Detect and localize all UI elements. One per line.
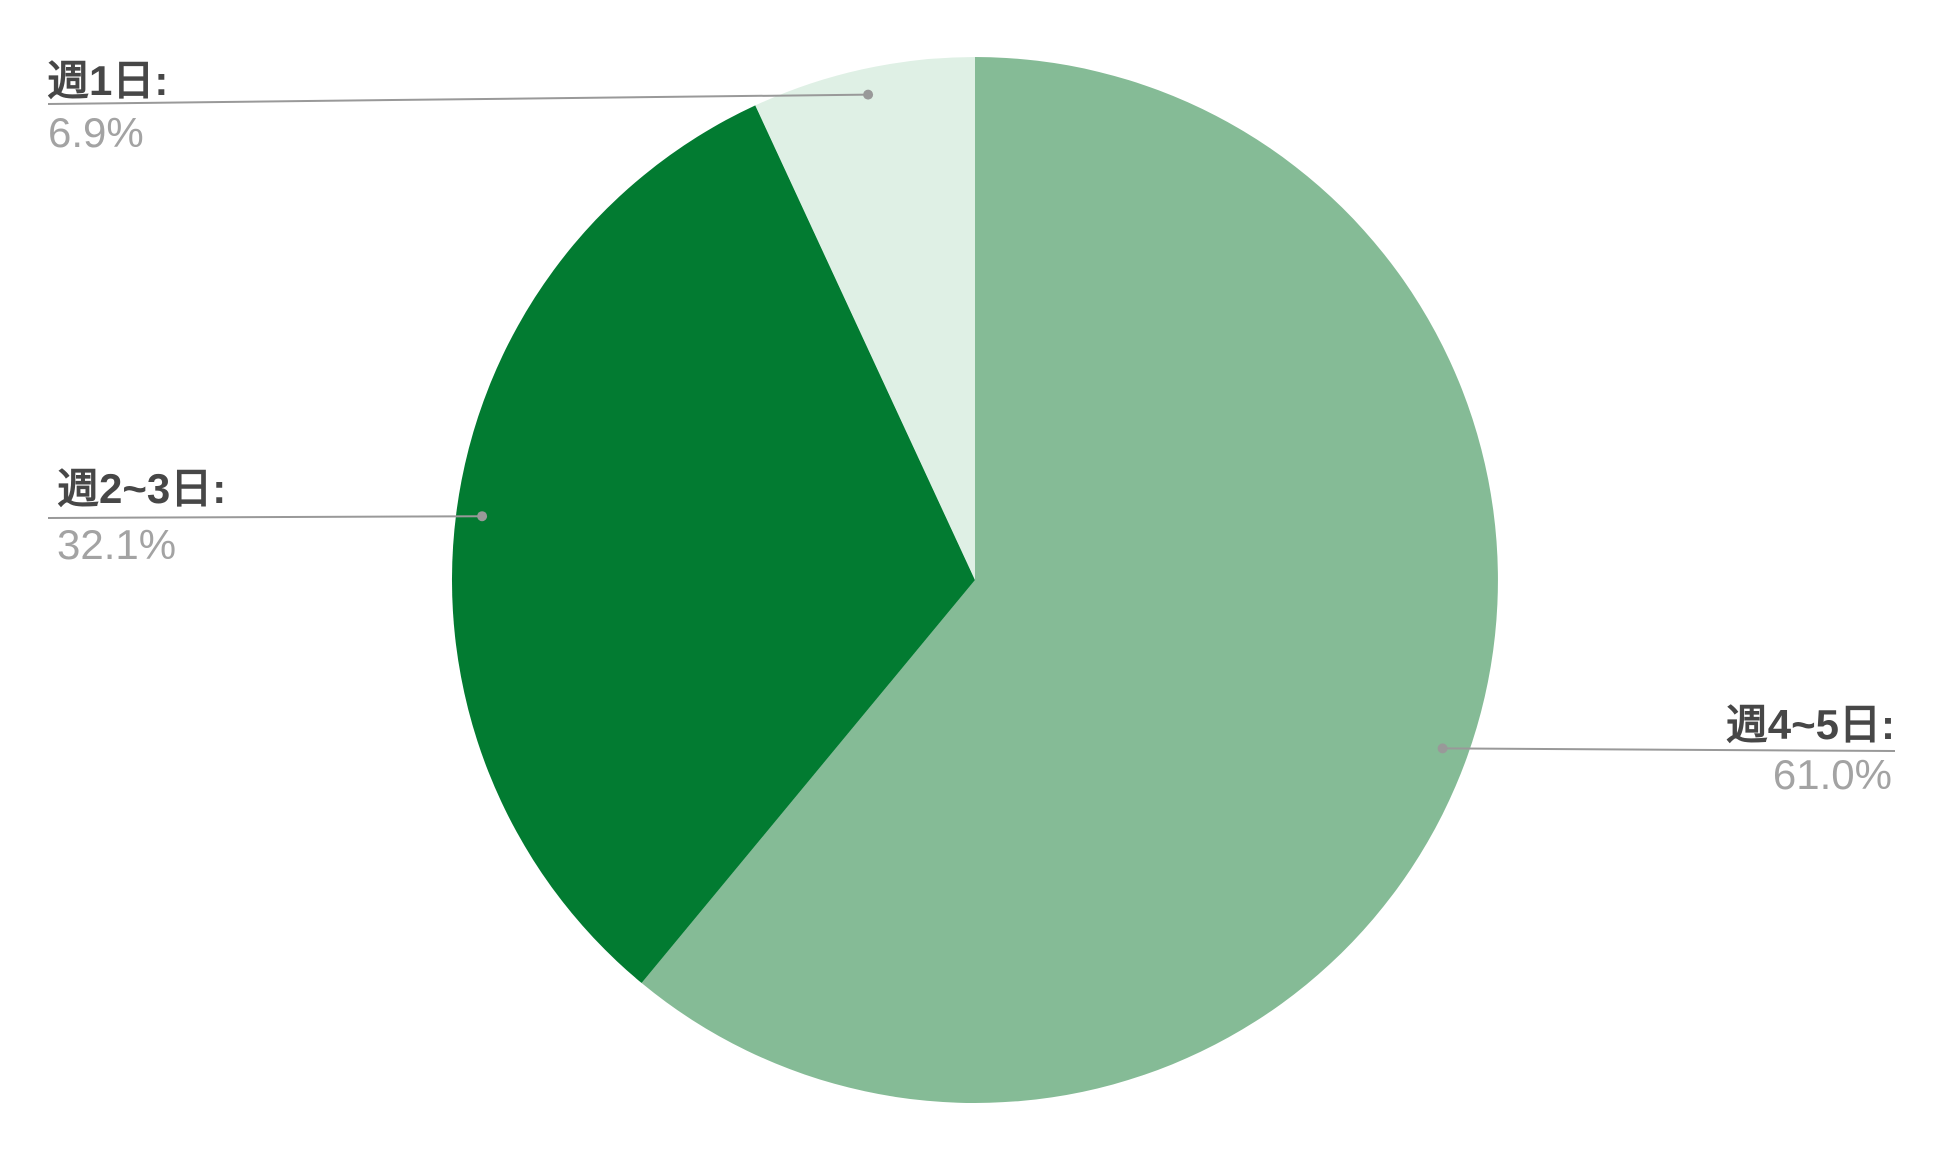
pie-slice-week1: [755, 57, 975, 580]
pie-slice-week4-5: [641, 57, 1498, 1103]
slice-value-week2-3: 32.1%: [57, 521, 177, 568]
slice-label-week4-5: 週4~5日:: [1725, 701, 1895, 748]
slice-value-week1: 6.9%: [48, 109, 144, 156]
leader-line-week1: [47, 93, 869, 105]
slice-value-week4-5: 61.0%: [1772, 751, 1892, 798]
leader-line-week4-5: [1442, 747, 1896, 752]
slice-label-week1: 週1日:: [47, 57, 169, 104]
pie-slice-week2-3: [451, 105, 975, 983]
slice-label-week2-3: 週2~3日:: [57, 465, 227, 512]
leader-dot-week4-5: [1437, 743, 1448, 754]
leader-dot-week2-3: [477, 511, 488, 522]
leader-line-week2-3: [47, 515, 483, 519]
leader-dot-week1: [863, 89, 874, 100]
